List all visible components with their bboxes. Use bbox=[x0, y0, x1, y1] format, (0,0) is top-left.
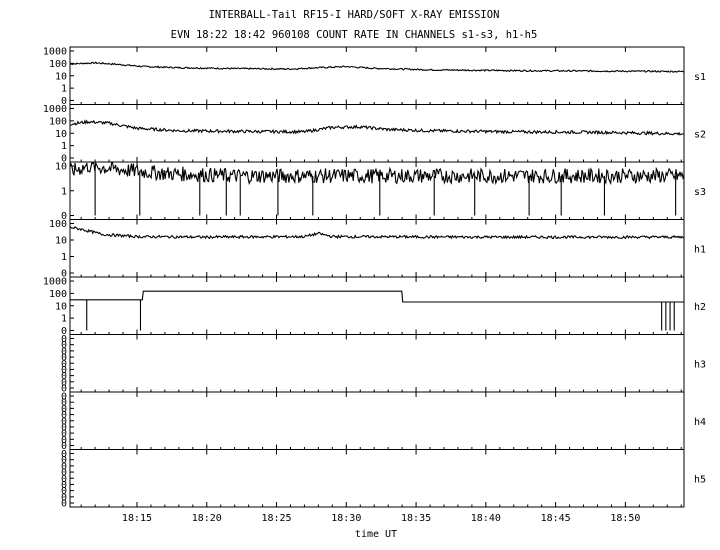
y-tick-label: 0 bbox=[61, 416, 67, 427]
y-tick-label: 0 bbox=[61, 455, 67, 466]
channel-label-s2: s2 bbox=[694, 129, 706, 140]
y-tick-label: 10 bbox=[55, 301, 67, 312]
panel-frame-s1 bbox=[69, 46, 685, 105]
y-tick-label: 0 bbox=[61, 468, 67, 479]
y-tick-label: 10 bbox=[55, 162, 67, 173]
panel-frame-h4 bbox=[69, 391, 685, 450]
channel-label-h3: h3 bbox=[694, 359, 706, 370]
y-tick-label: 0 bbox=[61, 359, 67, 370]
panel-frame-h1 bbox=[69, 219, 685, 278]
x-tick-label: 18:20 bbox=[192, 513, 222, 524]
y-tick-label: 0 bbox=[61, 211, 67, 222]
y-tick-label: 0 bbox=[61, 346, 67, 357]
y-tick-label: 100 bbox=[49, 289, 67, 300]
channel-label-h5: h5 bbox=[694, 474, 706, 485]
trace-h2 bbox=[70, 290, 684, 303]
y-tick-label: 0 bbox=[61, 96, 67, 107]
y-tick-label: 0 bbox=[61, 365, 67, 376]
y-tick-label: 0 bbox=[61, 461, 67, 472]
trace-h1 bbox=[69, 225, 685, 240]
channel-label-h4: h4 bbox=[694, 417, 706, 428]
x-tick-label: 18:35 bbox=[401, 513, 431, 524]
trace-s1 bbox=[69, 61, 685, 73]
y-tick-label: 0 bbox=[61, 410, 67, 421]
y-tick-label: 1 bbox=[61, 141, 67, 152]
y-tick-label: 0 bbox=[61, 340, 67, 351]
panel-frame-h3 bbox=[69, 334, 685, 393]
x-axis-label: time UT bbox=[355, 529, 397, 540]
x-axis: 18:15 18:20 18:25 18:30 18:35 18:40 18:45 18:50 bbox=[122, 513, 641, 524]
y-tick-label: 0 bbox=[61, 499, 67, 510]
channel-panels: s110001001010s210001001010s31010h1100101… bbox=[43, 46, 706, 510]
y-tick-label: 10 bbox=[55, 129, 67, 140]
x-tick-label: 18:40 bbox=[471, 513, 501, 524]
y-tick-label: 0 bbox=[61, 154, 67, 165]
trace-s3 bbox=[69, 161, 685, 186]
channel-label-h1: h1 bbox=[694, 244, 706, 255]
y-tick-label: 0 bbox=[61, 404, 67, 415]
panel-frame-h5 bbox=[69, 449, 685, 508]
y-tick-label: 0 bbox=[61, 371, 67, 382]
y-tick-label: 0 bbox=[61, 422, 67, 433]
y-tick-label: 100 bbox=[49, 116, 67, 127]
y-tick-label: 10 bbox=[55, 236, 67, 247]
y-tick-label: 0 bbox=[61, 492, 67, 503]
x-tick-label: 18:15 bbox=[122, 513, 152, 524]
x-tick-label: 18:50 bbox=[610, 513, 640, 524]
panel-frame-h2 bbox=[69, 276, 685, 335]
chart-subtitle: EVN 18:22 18:42 960108 COUNT RATE IN CHA… bbox=[171, 29, 538, 41]
y-tick-label: 0 bbox=[61, 486, 67, 497]
y-tick-label: 0 bbox=[61, 269, 67, 280]
y-tick-label: 1 bbox=[61, 84, 67, 95]
y-tick-label: 0 bbox=[61, 353, 67, 364]
y-tick-label: 0 bbox=[61, 326, 67, 337]
y-tick-label: 1 bbox=[61, 186, 67, 197]
x-tick-label: 18:30 bbox=[331, 513, 361, 524]
y-tick-label: 0 bbox=[61, 480, 67, 491]
channel-label-s3: s3 bbox=[694, 187, 706, 198]
y-tick-label: 0 bbox=[61, 441, 67, 452]
x-tick-label: 18:45 bbox=[541, 513, 571, 524]
channel-label-s1: s1 bbox=[694, 72, 706, 83]
channel-label-h2: h2 bbox=[694, 302, 706, 313]
chart-title: INTERBALL-Tail RF15-I HARD/SOFT X-RAY EM… bbox=[209, 9, 500, 21]
y-tick-label: 1000 bbox=[43, 277, 67, 288]
y-tick-label: 0 bbox=[61, 429, 67, 440]
y-tick-label: 0 bbox=[61, 474, 67, 485]
y-tick-label: 10 bbox=[55, 71, 67, 82]
y-tick-label: 0 bbox=[61, 384, 67, 395]
x-tick-label: 18:25 bbox=[261, 513, 291, 524]
y-tick-label: 100 bbox=[49, 219, 67, 230]
y-tick-label: 0 bbox=[61, 449, 67, 460]
y-tick-label: 1000 bbox=[43, 47, 67, 58]
y-tick-label: 1 bbox=[61, 314, 67, 325]
y-tick-label: 0 bbox=[61, 392, 67, 403]
y-tick-label: 1 bbox=[61, 252, 67, 263]
y-tick-label: 0 bbox=[61, 377, 67, 388]
y-tick-label: 0 bbox=[61, 435, 67, 446]
trace-s2 bbox=[69, 119, 685, 136]
y-tick-label: 0 bbox=[61, 398, 67, 409]
y-tick-label: 100 bbox=[49, 59, 67, 70]
y-tick-label: 1000 bbox=[43, 104, 67, 115]
y-tick-label: 0 bbox=[61, 334, 67, 345]
